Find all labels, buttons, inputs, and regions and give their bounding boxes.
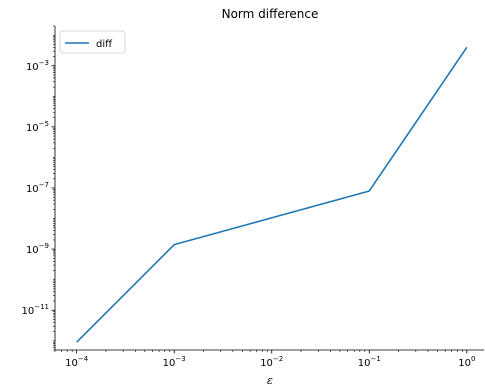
y-tick-exponent: −5 bbox=[39, 120, 49, 128]
x-tick-base: 10 bbox=[260, 358, 273, 369]
x-tick-label: 10−2 bbox=[260, 355, 283, 369]
x-tick-base: 10 bbox=[163, 358, 176, 369]
series-line-0 bbox=[76, 46, 468, 343]
y-tick-exponent: −9 bbox=[39, 242, 49, 250]
y-tick-base: 10 bbox=[21, 306, 34, 317]
y-tick-base: 10 bbox=[26, 123, 39, 134]
y-tick-exponent: −3 bbox=[39, 59, 49, 67]
x-tick-base: 10 bbox=[358, 358, 371, 369]
y-tick-base: 10 bbox=[26, 245, 39, 256]
x-tick-exponent: −3 bbox=[175, 355, 185, 363]
y-tick-label: 10−3 bbox=[26, 59, 49, 73]
x-tick-base: 10 bbox=[458, 358, 471, 369]
y-tick-label: 10−5 bbox=[26, 120, 49, 134]
x-tick-label: 10−1 bbox=[358, 355, 381, 369]
x-tick-exponent: −1 bbox=[370, 355, 380, 363]
legend-box bbox=[59, 30, 126, 54]
legend-label: diff bbox=[96, 39, 113, 50]
plot-area bbox=[76, 46, 468, 343]
legend: diff bbox=[59, 30, 126, 54]
x-tick-label: 100 bbox=[458, 355, 475, 369]
x-tick-label: 10−4 bbox=[65, 355, 89, 369]
x-tick-exponent: −2 bbox=[273, 355, 283, 363]
x-tick-exponent: 0 bbox=[471, 355, 475, 363]
y-tick-base: 10 bbox=[26, 184, 39, 195]
x-tick-base: 10 bbox=[65, 358, 78, 369]
y-tick-exponent: −11 bbox=[34, 303, 49, 311]
y-tick-label: 10−7 bbox=[26, 181, 49, 195]
y-tick-exponent: −7 bbox=[39, 181, 49, 189]
x-axis-label: ε bbox=[267, 374, 273, 387]
x-tick-label: 10−3 bbox=[163, 355, 186, 369]
chart-title: Norm difference bbox=[222, 7, 319, 21]
y-tick-label: 10−11 bbox=[21, 303, 49, 317]
y-tick-label: 10−9 bbox=[26, 242, 49, 256]
x-tick-exponent: −4 bbox=[78, 355, 89, 363]
y-tick-base: 10 bbox=[26, 62, 39, 73]
